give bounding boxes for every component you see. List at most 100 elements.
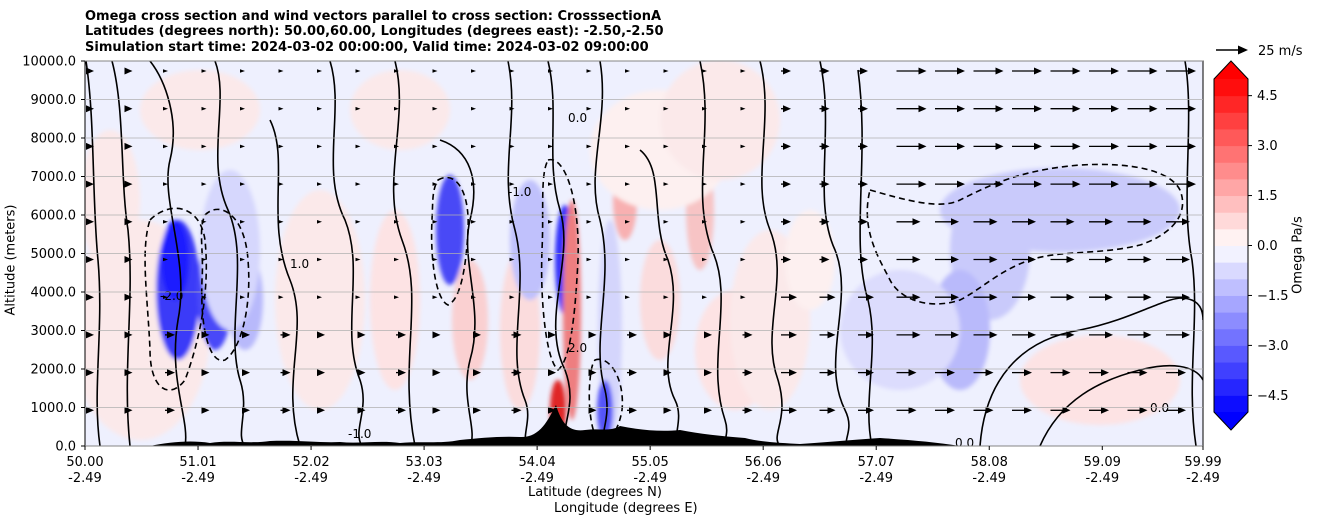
- wind-vector-arrow-icon: [935, 256, 959, 263]
- omega-field-region: [840, 270, 960, 390]
- wind-vector-arrow-icon: [1012, 406, 1032, 414]
- colorbar-label: Omega Pa/s: [1290, 216, 1306, 294]
- omega-field-region: [660, 61, 780, 180]
- wind-vector-arrow-icon: [396, 406, 406, 414]
- wind-vector-arrow-icon: [586, 106, 592, 111]
- wind-vector-arrow-icon: [704, 331, 712, 339]
- y-tick-label: 4000.0: [31, 286, 77, 301]
- wind-vector-arrow-icon: [317, 295, 322, 299]
- wind-vector-arrow-icon: [124, 105, 133, 113]
- wind-vector-arrow-icon: [124, 67, 133, 75]
- wind-vector-arrow-icon: [663, 331, 672, 339]
- wind-vector-arrow-icon: [1050, 67, 1081, 75]
- y-tick-label: 6000.0: [31, 209, 77, 224]
- title-line-2: Latitudes (degrees north): 50.00,60.00, …: [85, 24, 664, 39]
- wind-vector-arrow-icon: [471, 182, 476, 186]
- title-line-1: Omega cross section and wind vectors par…: [85, 9, 662, 24]
- wind-vector-arrow-icon: [1012, 293, 1036, 301]
- colorbar-level: [1214, 328, 1248, 346]
- wind-vector-arrow-icon: [201, 182, 207, 186]
- wind-vector-arrow-icon: [858, 105, 868, 113]
- wind-vector-arrow-icon: [781, 331, 797, 339]
- y-tick-label: 1000.0: [31, 401, 77, 416]
- wind-vector-arrow-icon: [548, 406, 556, 414]
- wind-vector-arrow-icon: [586, 182, 592, 186]
- wind-vector-arrow-icon: [1127, 293, 1152, 301]
- wind-vector-arrow-icon: [858, 256, 868, 263]
- colorbar-level: [1214, 362, 1248, 380]
- wind-vector-arrow-icon: [1012, 180, 1042, 188]
- colorbar-level: [1214, 112, 1248, 130]
- wind-vector-arrow-icon: [432, 369, 441, 377]
- wind-vector-arrow-icon: [471, 69, 476, 73]
- wind-vector-arrow-icon: [1166, 406, 1186, 414]
- wind-vector-arrow-icon: [819, 105, 830, 113]
- wind-vector-arrow-icon: [548, 182, 553, 186]
- wind-vector-arrow-icon: [86, 218, 94, 226]
- wind-vector-arrow-icon: [86, 256, 94, 263]
- wind-vector-arrow-icon: [1166, 105, 1196, 113]
- wind-vector-arrow-icon: [317, 106, 322, 111]
- wind-vector-arrow-icon: [1089, 369, 1109, 377]
- wind-vector-arrow-icon: [1012, 218, 1036, 226]
- omega-field-region: [563, 200, 581, 420]
- wind-vector-arrow-icon: [1012, 369, 1032, 377]
- y-tick-label: 8000.0: [31, 132, 77, 147]
- wind-vector-arrow-icon: [240, 182, 245, 186]
- wind-vector-arrow-icon: [702, 106, 707, 111]
- wind-vector-arrow-icon: [973, 293, 998, 301]
- wind-vector-arrow-icon: [1089, 331, 1113, 339]
- wind-vector-arrow-icon: [935, 142, 965, 150]
- wind-vector-arrow-icon: [511, 331, 522, 339]
- x-tick-label-lon: -2.49: [520, 471, 554, 486]
- wind-vector-arrow-icon: [432, 144, 438, 149]
- wind-vector-arrow-icon: [586, 220, 592, 224]
- wind-vector-arrow-icon: [394, 144, 399, 149]
- colorbar-tick-label: 1.5: [1257, 189, 1278, 204]
- wind-vector-arrow-icon: [1166, 293, 1190, 301]
- wind-vector-arrow-icon: [819, 406, 836, 414]
- wind-vector-arrow-icon: [473, 331, 481, 339]
- wind-vector-arrow-icon: [163, 295, 168, 299]
- wind-vector-arrow-icon: [394, 69, 399, 73]
- wind-vector-arrow-icon: [896, 67, 927, 75]
- terrain-silhouette: [150, 405, 960, 446]
- wind-vector-arrow-icon: [935, 67, 965, 75]
- x-tick-label-lat: 53.03: [405, 455, 442, 470]
- wind-vector-arrow-icon: [394, 106, 399, 111]
- wind-vector-arrow-icon: [1127, 331, 1152, 339]
- wind-vector-arrow-icon: [86, 406, 94, 414]
- omega-field-region: [452, 260, 488, 380]
- wind-vector-arrow-icon: [1050, 331, 1075, 339]
- wind-vector-arrow-icon: [896, 331, 921, 339]
- wind-vector-arrow-icon: [586, 295, 592, 299]
- x-tick-label-lat: 50.00: [66, 455, 103, 470]
- wind-vector-arrow-icon: [781, 406, 797, 414]
- colorbar-level: [1214, 245, 1248, 263]
- wind-vector-arrow-icon: [163, 106, 168, 111]
- wind-vector-arrow-icon: [663, 295, 669, 299]
- colorbar-extend-min: [1214, 412, 1248, 430]
- wind-vector-arrow-icon: [819, 293, 836, 301]
- omega-field-region: [1020, 335, 1180, 425]
- wind-vector-arrow-icon: [896, 256, 921, 263]
- omega-field-region: [597, 380, 613, 440]
- y-tick-label: 3000.0: [31, 324, 77, 339]
- wind-vector-arrow-icon: [548, 295, 553, 299]
- wind-vector-arrow-icon: [1089, 142, 1119, 150]
- x-axis: 50.00-2.4951.01-2.4952.02-2.4953.03-2.49…: [66, 446, 1222, 486]
- wind-vector-arrow-icon: [471, 144, 476, 149]
- wind-vector-arrow-icon: [86, 331, 94, 339]
- wind-vector-arrow-icon: [625, 220, 630, 224]
- wind-vector-arrow-icon: [702, 220, 707, 224]
- wind-vector-arrow-icon: [124, 180, 133, 188]
- omega-field-region: [785, 210, 835, 310]
- wind-vector-arrow-icon: [396, 369, 406, 377]
- wind-vector-arrow-icon: [240, 106, 245, 111]
- wind-vector-arrow-icon: [1127, 142, 1158, 150]
- x-tick-label-lon: -2.49: [407, 471, 441, 486]
- wind-vector-arrow-icon: [471, 295, 476, 299]
- wind-vector-arrow-icon: [819, 67, 830, 75]
- wind-vector-arrow-icon: [781, 293, 797, 301]
- wind-vector-arrow-icon: [781, 67, 791, 75]
